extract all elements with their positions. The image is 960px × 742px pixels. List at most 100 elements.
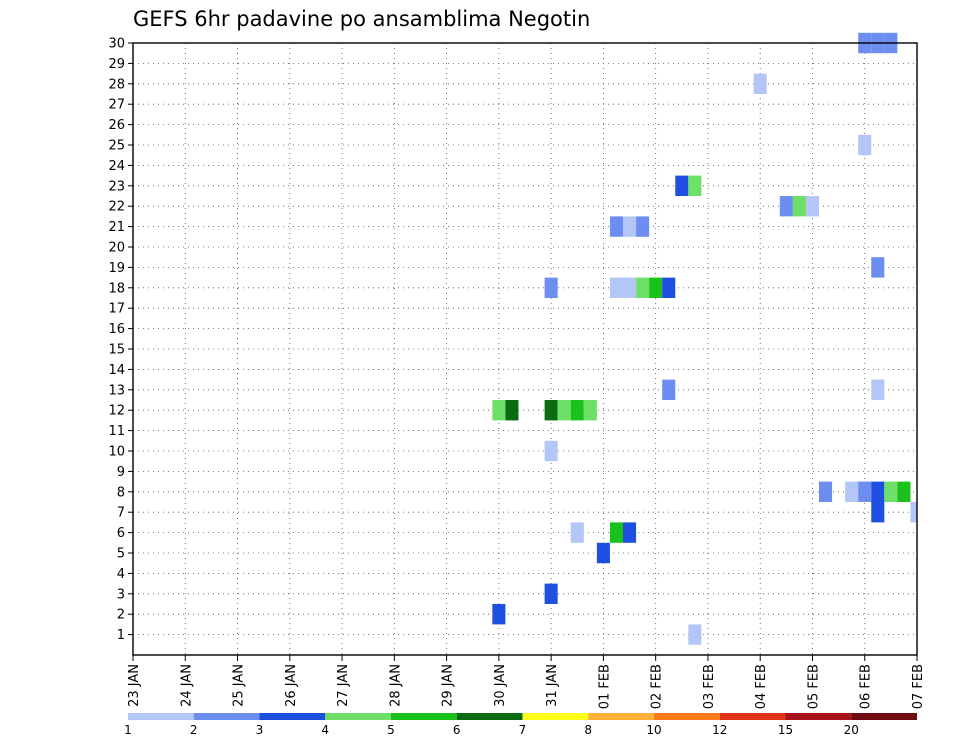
x-tick-label: 30 JAN (493, 664, 508, 707)
y-tick-label: 18 (108, 281, 125, 296)
y-tick-label: 15 (108, 343, 125, 358)
precip-cell (662, 379, 676, 400)
colorbar: 1 2 3 4 5 6 7 8 10 12 15 20 (124, 713, 917, 737)
y-tick-label: 12 (108, 404, 125, 419)
colorbar-label: 2 (190, 723, 198, 737)
colorbar-label: 15 (778, 723, 793, 737)
y-tick-label: 22 (108, 200, 125, 215)
colorbar-segment (193, 713, 260, 720)
colorbar-label: 12 (712, 723, 727, 737)
colorbar-label: 3 (256, 723, 264, 737)
x-tick-label: 03 FEB (702, 664, 717, 709)
x-tick-label: 23 JAN (127, 664, 142, 707)
precip-cell (779, 196, 793, 217)
precip-cell (636, 277, 650, 298)
precip-cell (845, 481, 859, 502)
y-tick-label: 21 (108, 220, 125, 235)
y-tick-label: 5 (117, 547, 125, 562)
colorbar-segment (456, 713, 523, 720)
colorbar-segment (588, 713, 654, 720)
colorbar-segment (785, 713, 852, 720)
y-tick-label: 16 (108, 322, 125, 337)
colorbar-label: 5 (387, 723, 395, 737)
y-tick-label: 4 (117, 567, 125, 582)
y-tick-label: 23 (108, 179, 125, 194)
colorbar-label: 1 (124, 723, 132, 737)
precip-cell (623, 216, 637, 237)
y-tick-label: 7 (117, 506, 125, 521)
precip-cell (871, 481, 885, 502)
y-tick-label: 11 (108, 424, 125, 439)
y-tick-label: 3 (117, 587, 125, 602)
precip-cell (609, 216, 623, 237)
precip-cell (662, 277, 676, 298)
colorbar-label: 20 (844, 723, 859, 737)
precip-cell (492, 400, 506, 421)
x-tick-label: 02 FEB (650, 664, 665, 709)
precip-cell (636, 216, 650, 237)
precip-cell (884, 481, 898, 502)
colorbar-segment (325, 713, 391, 720)
y-tick-label: 20 (108, 241, 125, 256)
x-tick-label: 31 JAN (545, 664, 560, 707)
y-tick-label: 6 (117, 526, 125, 541)
x-axis-ticks: 23 JAN 24 JAN 25 JAN 26 JAN 27 JAN 28 JAN 29 J… (127, 655, 926, 709)
y-tick-label: 29 (108, 57, 125, 72)
grid-lines (132, 42, 918, 655)
x-tick-label: 29 JAN (441, 664, 456, 707)
y-tick-label: 26 (108, 118, 125, 133)
precip-cell (609, 277, 623, 298)
colorbar-segment (851, 713, 917, 720)
y-tick-label: 10 (108, 445, 125, 460)
precip-cell (570, 522, 584, 543)
colorbar-label: 10 (646, 723, 661, 737)
colorbar-segment (719, 713, 786, 720)
y-tick-label: 1 (117, 628, 125, 643)
precip-cell (649, 277, 663, 298)
precip-cell (492, 604, 506, 625)
y-tick-label: 28 (108, 77, 125, 92)
y-tick-label: 19 (108, 261, 125, 276)
precip-cell (897, 481, 911, 502)
precip-cell (858, 134, 872, 156)
y-axis-ticks: 1234567891011121314151617181920212223242… (108, 37, 133, 643)
colorbar-label: 7 (519, 723, 527, 737)
precip-cell (557, 400, 571, 421)
precip-cell (623, 277, 637, 298)
x-tick-label: 07 FEB (911, 664, 926, 709)
precip-cell (792, 196, 806, 217)
precip-cell (609, 522, 623, 543)
x-tick-label: 01 FEB (597, 664, 612, 709)
precip-cells (492, 32, 917, 645)
y-tick-label: 17 (108, 302, 125, 317)
y-tick-label: 30 (108, 37, 125, 52)
colorbar-segment (522, 713, 589, 720)
precip-cell (596, 542, 610, 564)
x-tick-label: 26 JAN (284, 664, 299, 707)
x-tick-label: 04 FEB (754, 664, 769, 709)
y-tick-label: 14 (108, 363, 125, 378)
precip-cell (623, 522, 637, 543)
precip-cell (858, 481, 872, 502)
precip-cell (910, 502, 917, 523)
precip-cell (570, 400, 584, 421)
precip-cell (544, 583, 558, 604)
x-tick-label: 27 JAN (336, 664, 351, 707)
precip-cell (805, 196, 819, 217)
x-tick-label: 28 JAN (388, 664, 403, 707)
precip-cell (544, 277, 558, 298)
colorbar-segment (391, 713, 457, 720)
x-tick-label: 05 FEB (806, 664, 821, 709)
chart-title: GEFS 6hr padavine po ansamblima Negotin (133, 7, 590, 31)
y-tick-label: 25 (108, 139, 125, 154)
y-tick-label: 24 (108, 159, 125, 174)
precip-cell (819, 481, 833, 502)
x-tick-label: 24 JAN (179, 664, 194, 707)
y-tick-label: 2 (117, 608, 125, 623)
precip-cell (505, 400, 519, 421)
x-tick-label: 25 JAN (232, 664, 247, 707)
precip-cell (871, 379, 885, 400)
precip-cell (871, 502, 885, 523)
colorbar-label: 4 (321, 723, 329, 737)
